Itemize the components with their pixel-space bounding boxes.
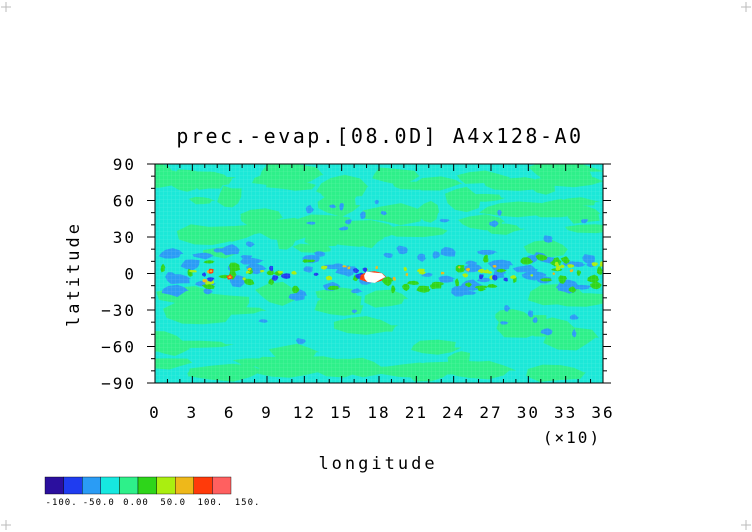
colorbar-swatch (137, 476, 157, 495)
colorbar-swatch (81, 476, 101, 495)
colorbar-swatch (100, 476, 120, 495)
colorbar-label: -50.0 (83, 498, 115, 508)
grid-overlay (155, 164, 603, 383)
colorbar-swatch (174, 476, 194, 495)
y-tick-label: 0 (124, 265, 136, 284)
y-tick-label: −60 (101, 338, 136, 357)
x-tick-label: 0 (149, 403, 161, 422)
x-scale-note: (×10) (543, 428, 601, 447)
x-tick-label: 6 (224, 403, 236, 422)
colorbar-label: 50.0 (160, 498, 186, 508)
colorbar: -100. -50.0 0.00 50.0 100. 150. (44, 476, 261, 508)
x-tick-label: 33 (554, 403, 577, 422)
x-tick-label: 36 (591, 403, 614, 422)
colorbar-swatch (193, 476, 213, 495)
y-tick-label: 30 (113, 228, 136, 247)
x-tick-label: 21 (405, 403, 428, 422)
x-tick-label: 15 (330, 403, 353, 422)
x-tick-label: 30 (517, 403, 540, 422)
colorbar-label: -100. (46, 498, 78, 508)
colorbar-swatch (119, 476, 139, 495)
x-tick-label: 9 (261, 403, 273, 422)
plot-area (155, 164, 603, 383)
colorbar-label: 150. (235, 498, 261, 508)
colorbar-swatch (212, 476, 232, 495)
colorbar-swatch (44, 476, 64, 495)
colorbar-swatch (63, 476, 83, 495)
chart-title: prec.-evap.[08.0D] A4x128-A0 (176, 124, 583, 148)
x-tick-label: 3 (187, 403, 199, 422)
x-tick-label: 27 (479, 403, 502, 422)
y-axis-label: latitude (64, 221, 84, 327)
colorbar-label: 100. (198, 498, 224, 508)
x-axis-label: longitude (318, 454, 437, 474)
y-tick-label: 60 (113, 192, 136, 211)
y-tick-label: −90 (101, 374, 136, 393)
y-tick-label: −30 (101, 301, 136, 320)
x-tick-label: 24 (442, 403, 465, 422)
x-tick-label: 12 (293, 403, 316, 422)
y-tick-label: 90 (113, 155, 136, 174)
colorbar-swatch (156, 476, 176, 495)
colorbar-label: 0.00 (123, 498, 149, 508)
x-tick-label: 18 (367, 403, 390, 422)
